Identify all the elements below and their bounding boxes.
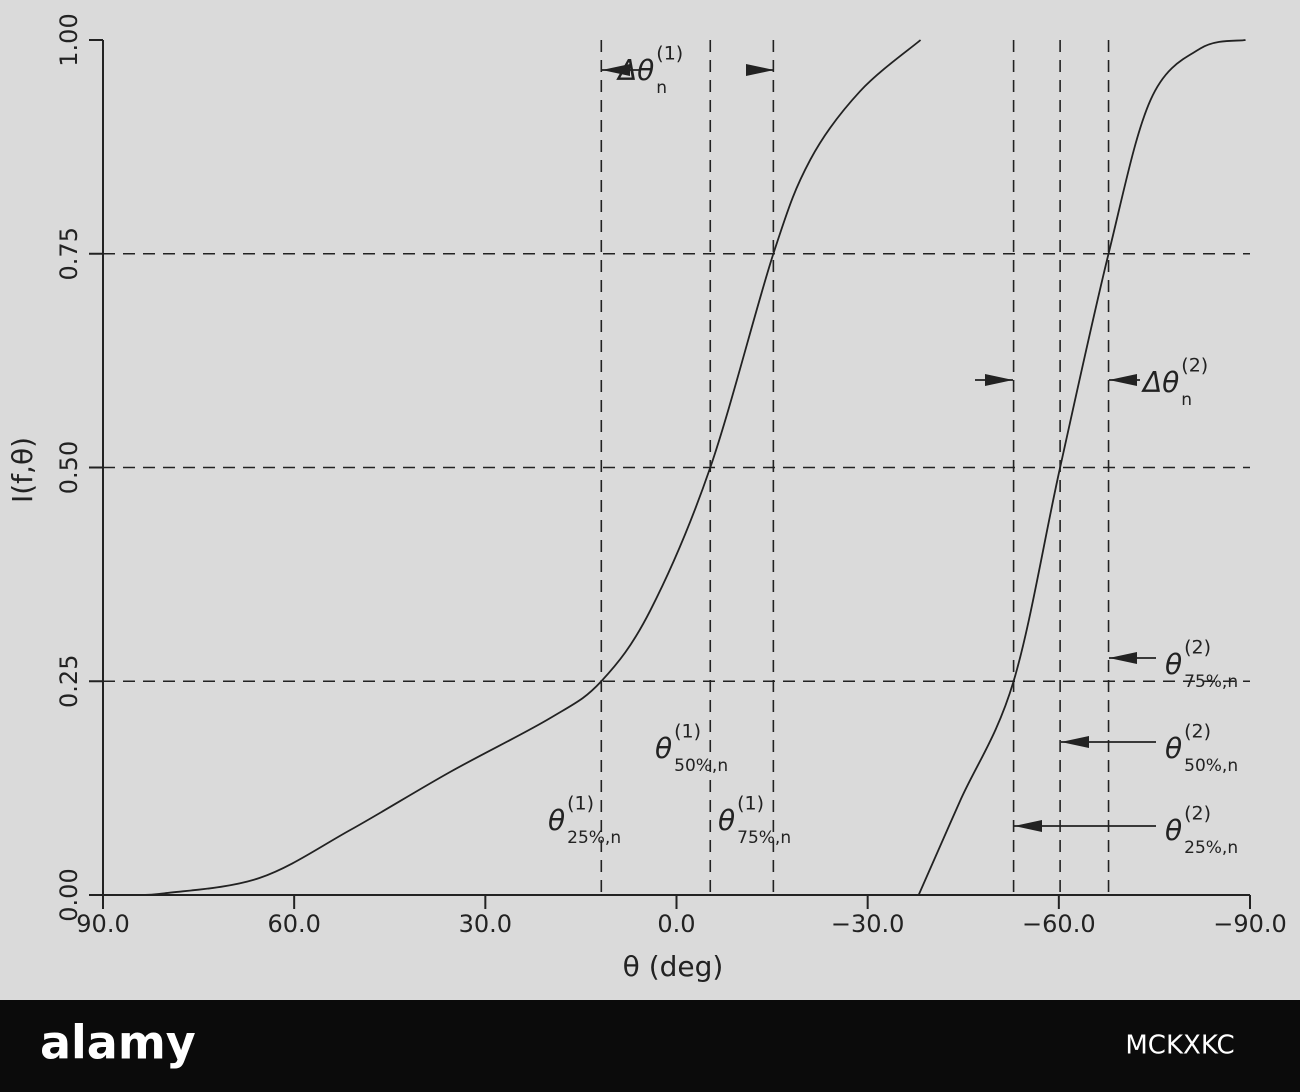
x-tick-label: 60.0 xyxy=(267,910,320,938)
curve xyxy=(129,39,922,897)
annotation-sup: (2) xyxy=(1184,637,1211,659)
watermark-brand: alamy xyxy=(40,1016,196,1070)
x-tick-label: 90.0 xyxy=(76,910,129,938)
annotation-base: θ xyxy=(1165,648,1182,681)
watermark-id: MCKXKC xyxy=(1125,1031,1234,1061)
x-axis-label: θ (deg) xyxy=(623,950,724,983)
arrow-head xyxy=(985,374,1013,386)
annotation-sub: 50%,n xyxy=(674,756,728,776)
annotation-base: θ xyxy=(655,732,672,765)
annotation-sub: n xyxy=(656,78,667,98)
annotation-base: θ xyxy=(548,804,565,837)
annotation-sup: (2) xyxy=(1181,355,1208,377)
arrow-head xyxy=(746,64,774,76)
arrow-head xyxy=(1061,736,1089,748)
x-tick-label: −90.0 xyxy=(1213,910,1287,938)
arrow-head xyxy=(1014,820,1042,832)
annotation-sup: (1) xyxy=(674,721,701,743)
annotation-sub: 50%,n xyxy=(1184,756,1238,776)
y-tick-label: 0.00 xyxy=(55,868,83,921)
y-tick-label: 0.50 xyxy=(55,441,83,494)
y-tick-label: 0.75 xyxy=(55,227,83,280)
annotation-sup: (1) xyxy=(567,793,594,815)
annotation-sub: 75%,n xyxy=(1184,672,1238,692)
x-tick-label: 0.0 xyxy=(657,910,695,938)
annotation-sub: 25%,n xyxy=(567,828,621,848)
y-axis-label: I(f,θ) xyxy=(6,437,39,503)
arrow-head xyxy=(1109,652,1137,664)
annotation-sup: (2) xyxy=(1184,721,1211,743)
x-tick-label: 30.0 xyxy=(459,910,512,938)
arrow-head xyxy=(1109,374,1137,386)
x-tick-label: −60.0 xyxy=(1022,910,1096,938)
annotation-base: Δθ xyxy=(616,54,654,87)
annotation-sub: 75%,n xyxy=(737,828,791,848)
annotation-base: θ xyxy=(1165,814,1182,847)
annotation-sup: (1) xyxy=(656,43,683,65)
background xyxy=(0,0,1300,1000)
watermark-banner xyxy=(0,1000,1300,1092)
y-tick-label: 0.25 xyxy=(55,655,83,708)
y-tick-label: 1.00 xyxy=(55,13,83,66)
annotation-sup: (1) xyxy=(737,793,764,815)
annotation-base: Δθ xyxy=(1141,366,1179,399)
arrow-head xyxy=(602,64,630,76)
annotation-sup: (2) xyxy=(1184,803,1211,825)
annotation-base: θ xyxy=(718,804,735,837)
curve xyxy=(917,39,1246,896)
annotation-sub: n xyxy=(1181,390,1192,410)
annotation-sub: 25%,n xyxy=(1184,838,1238,858)
annotation-base: θ xyxy=(1165,732,1182,765)
x-tick-label: −30.0 xyxy=(831,910,905,938)
